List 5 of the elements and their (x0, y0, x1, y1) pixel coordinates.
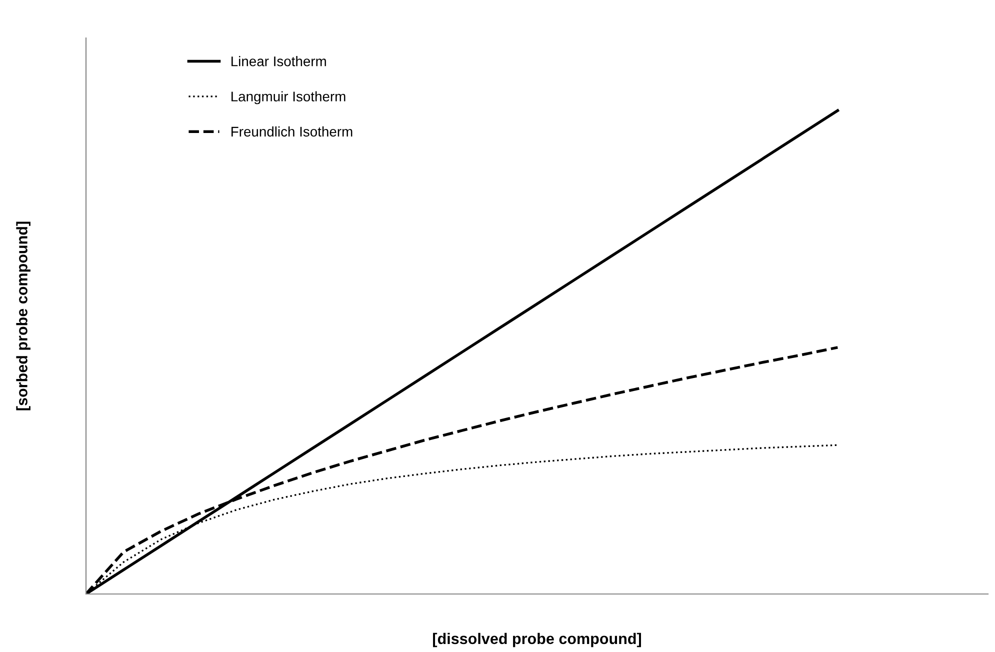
legend-label: Linear Isotherm (232, 56, 326, 66)
x-axis-title: [dissolved probe compound] (433, 632, 641, 648)
legend-label: Freundlich Isotherm (232, 126, 352, 137)
legend-label: Langmuir Isotherm (232, 91, 346, 104)
y-axis-title: [sorbed probe compound] (16, 222, 30, 410)
